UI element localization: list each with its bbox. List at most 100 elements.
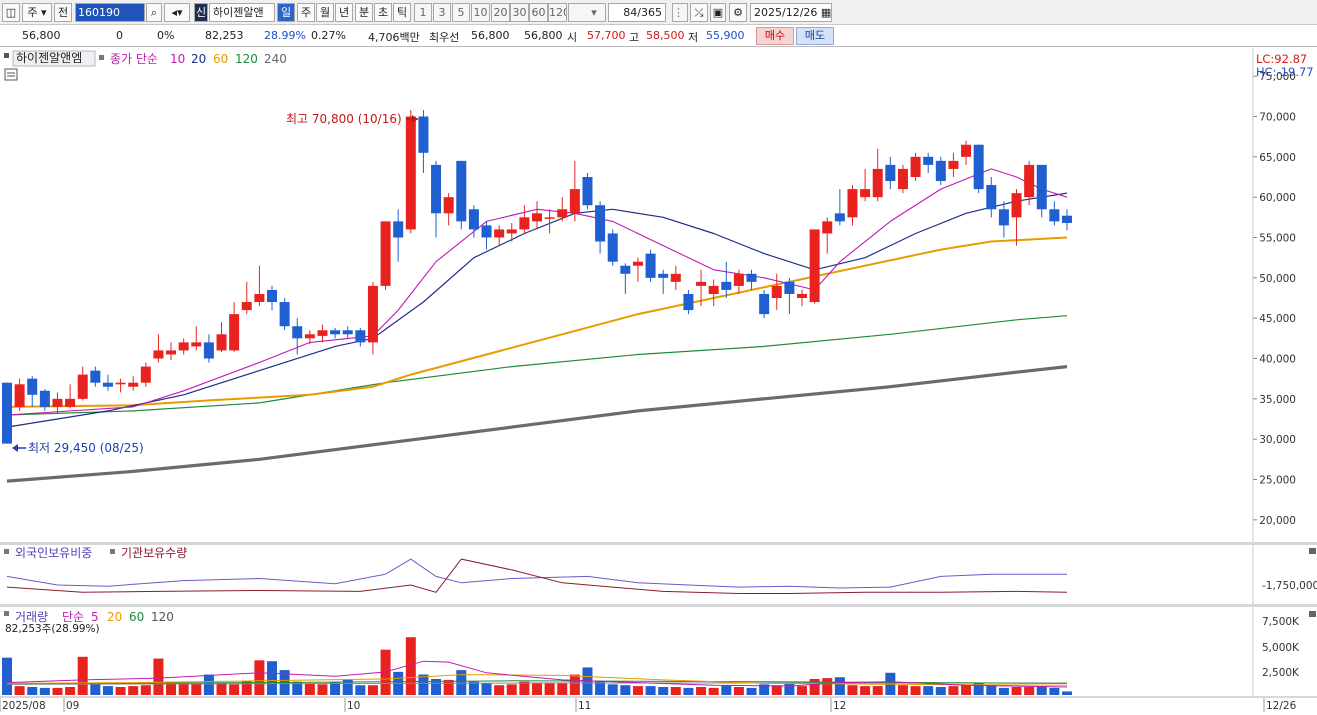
minute-5[interactable]: 5 [452, 3, 470, 22]
candle-body [14, 384, 25, 407]
candle-body [998, 209, 1009, 226]
volume-bar [746, 687, 757, 695]
minute-120[interactable]: 120 [548, 3, 567, 22]
volume-bar [468, 681, 479, 695]
volume-bar [607, 684, 618, 695]
volume-bar [708, 687, 719, 695]
stock-name-field[interactable]: 하이젠알앤 [209, 3, 275, 22]
tab-minute[interactable]: 분 [355, 3, 373, 22]
volume-bar [670, 687, 681, 695]
minute-30[interactable]: 30 [510, 3, 529, 22]
volume-value: 82,253 [205, 29, 244, 42]
volume-bar [658, 687, 669, 695]
candle-body [607, 233, 618, 262]
tab-tick[interactable]: 틱 [393, 3, 411, 22]
candle-body [77, 374, 88, 399]
minute-20[interactable]: 20 [491, 3, 510, 22]
candle-body [229, 314, 240, 351]
speaker-icon[interactable]: ◂▾ [164, 3, 190, 22]
tab-day[interactable]: 일 [277, 3, 295, 22]
volume-bar [77, 656, 88, 695]
tab-month[interactable]: 월 [316, 3, 334, 22]
sell-button[interactable]: 매도 [796, 27, 834, 45]
new-badge: 신 [194, 3, 208, 22]
volume-bar [595, 680, 606, 695]
minute-60[interactable]: 60 [529, 3, 548, 22]
ma120-line [6, 315, 1068, 416]
search-icon[interactable]: ⌕ [146, 3, 162, 22]
candle-body [405, 116, 416, 230]
prev-button[interactable]: 전 [54, 3, 72, 22]
volume-bar [759, 684, 770, 695]
volume-bar [330, 682, 341, 695]
candle-body [481, 225, 492, 238]
candle-body [279, 302, 290, 327]
candle-body [191, 342, 202, 347]
volume-bar [52, 687, 63, 695]
grid-icon[interactable]: ⋮⋮ [672, 3, 688, 22]
volume-bar [431, 679, 442, 695]
volume-bar [191, 683, 202, 695]
open-label: 시 [567, 31, 578, 44]
low-value: 55,900 [706, 29, 745, 42]
volume-bar [506, 684, 517, 695]
candle-body [809, 229, 820, 303]
tab-second[interactable]: 초 [374, 3, 392, 22]
legend-stock-name[interactable]: 하이젠알앤엠 [16, 51, 82, 65]
tab-week[interactable]: 주 [297, 3, 315, 22]
panel2-tick: -1,750,000 [1262, 580, 1317, 592]
date-tick-label: 2025/08 [2, 700, 46, 712]
volume-bar [304, 683, 315, 695]
minute-1[interactable]: 1 [414, 3, 432, 22]
volume-bar [128, 686, 139, 695]
candle-body [569, 189, 580, 214]
candle-body [885, 164, 896, 182]
candle-body [708, 285, 719, 294]
period-select[interactable]: 주 ▾ [22, 3, 52, 22]
stock-chart[interactable]: 20,000 25,000 30,000 35,000 40,000 45,000 50,0… [0, 48, 1317, 715]
volume-bar [1011, 687, 1022, 695]
panel3-close-icon[interactable] [1309, 611, 1316, 617]
tab-year[interactable]: 년 [335, 3, 353, 22]
volume-bar [27, 687, 38, 695]
candle-body [986, 185, 997, 210]
candle-body [582, 177, 593, 206]
volume-bar [115, 687, 126, 695]
candle-body [380, 221, 391, 286]
panel2-close-icon[interactable] [1309, 548, 1316, 554]
volume-bar [544, 683, 555, 695]
institution-line [6, 558, 1068, 594]
date-field[interactable]: 2025/12/26 ▦ [750, 3, 832, 22]
minute-3[interactable]: 3 [433, 3, 451, 22]
ratio-value: 0.27% [311, 29, 346, 42]
candle-body [683, 293, 694, 311]
custom-period-select[interactable]: ▾ [568, 3, 606, 22]
gear-icon[interactable]: ⚙ [729, 3, 747, 22]
buy-button[interactable]: 매수 [756, 27, 794, 45]
price-tick-label: 20,000 [1259, 515, 1296, 527]
code-input[interactable]: 160190 [75, 3, 145, 22]
volume-bar [178, 682, 189, 695]
volume-bar [923, 686, 934, 695]
candle-body [1024, 164, 1035, 198]
foreign-line [6, 558, 1067, 589]
candle-body [292, 326, 303, 339]
save-icon[interactable]: ▣ [710, 3, 726, 22]
volume-bar [998, 687, 1009, 695]
volume-ma-prefix: 단순 [62, 610, 84, 624]
volume-bar [65, 687, 76, 695]
candle-body [90, 370, 101, 383]
tool-icon[interactable]: ⤯ [690, 3, 708, 22]
volume-bar [910, 686, 921, 695]
chart-layout-icon[interactable]: ◫ [2, 3, 20, 22]
candle-body [468, 209, 479, 230]
count-field[interactable]: 84/365 [608, 3, 666, 22]
candle-body [494, 229, 505, 238]
calendar-icon[interactable]: ▦ [820, 6, 832, 19]
volume-bar [645, 686, 656, 695]
ma240-line [6, 365, 1068, 483]
foreign-ratio-label: 외국인보유비중 [15, 546, 92, 560]
minute-10[interactable]: 10 [471, 3, 490, 22]
legend-ma240: 240 [264, 52, 287, 66]
candle-body [304, 334, 315, 339]
